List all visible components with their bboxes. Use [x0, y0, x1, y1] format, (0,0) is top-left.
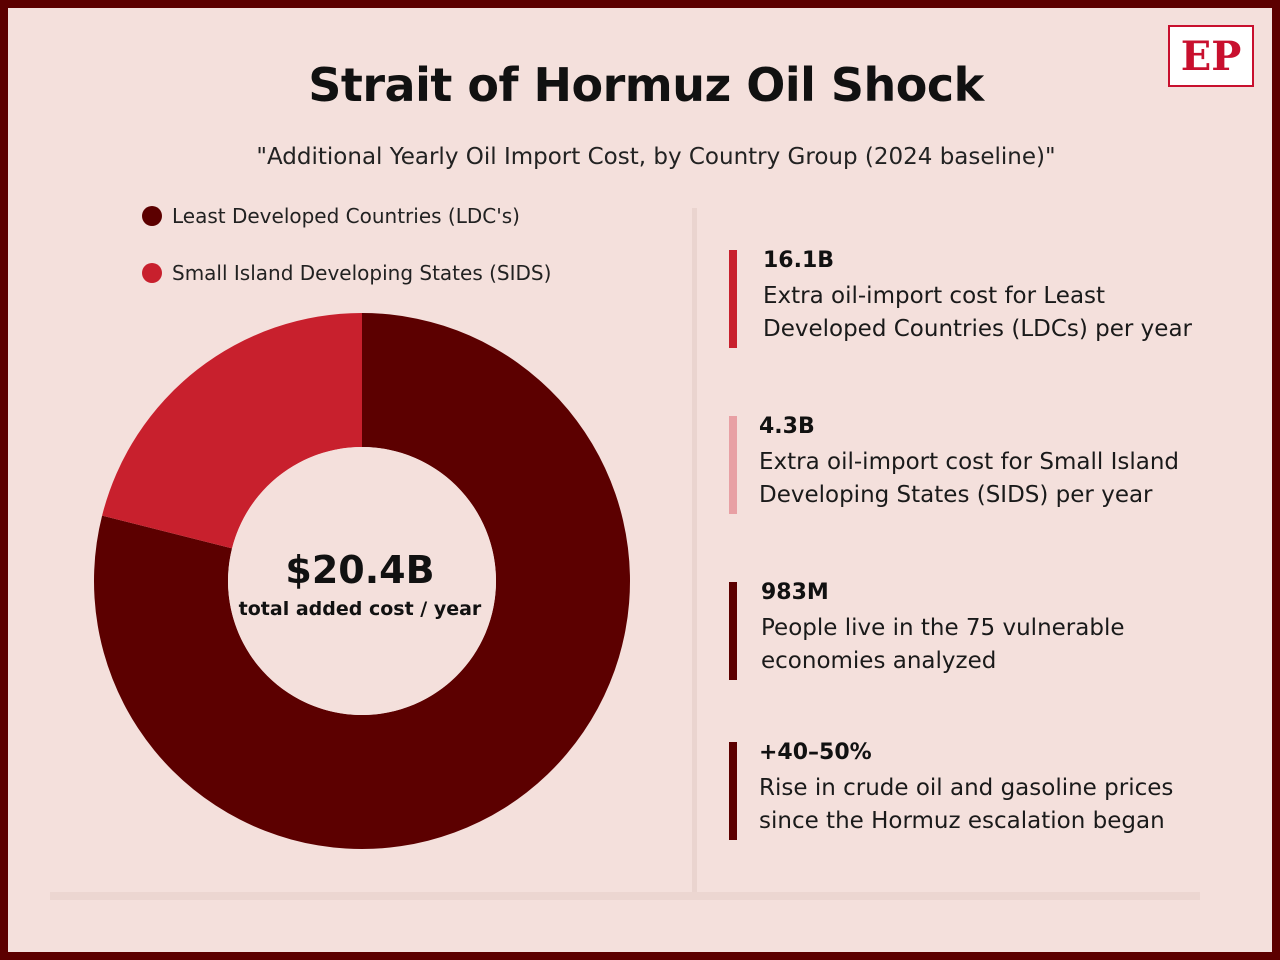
stat-desc-population: People live in the 75 vulnerable economi…	[761, 615, 1125, 674]
stat-bar-ldc	[729, 250, 737, 348]
stat-desc-sids: Extra oil-import cost for Small Island D…	[759, 449, 1180, 508]
bottom-divider	[50, 892, 1200, 900]
ep-logo: EP	[1168, 25, 1254, 87]
donut-hole	[228, 447, 496, 715]
donut-slice-sids	[102, 313, 362, 549]
legend-dot-sids	[142, 263, 162, 283]
donut-slice-ldc	[94, 313, 630, 849]
legend-label-sids: Small Island Developing States (SIDS)	[172, 261, 552, 285]
stat-value-price-rise: +40–50%	[759, 740, 872, 765]
page-title: Strait of Hormuz Oil Shock	[308, 58, 984, 112]
legend-dot-ldc	[142, 206, 162, 226]
stat-desc-ldc: Extra oil-import cost for Least Develope…	[763, 283, 1192, 342]
stat-bar-sids	[729, 416, 737, 514]
stat-value-sids: 4.3B	[759, 414, 815, 439]
infographic-frame: Strait of Hormuz Oil Shock "Additional Y…	[8, 8, 1272, 952]
vertical-divider	[692, 208, 697, 892]
legend-item-ldc: Least Developed Countries (LDC's)	[142, 204, 520, 228]
legend-label-ldc: Least Developed Countries (LDC's)	[172, 204, 520, 228]
stat-value-ldc: 16.1B	[763, 248, 835, 273]
stat-bar-population	[729, 582, 737, 680]
stat-desc-price-rise: Rise in crude oil and gasoline prices si…	[759, 775, 1174, 834]
page-subtitle: "Additional Yearly Oil Import Cost, by C…	[256, 144, 1056, 170]
stat-value-population: 983M	[761, 580, 829, 605]
legend-item-sids: Small Island Developing States (SIDS)	[142, 261, 551, 285]
stat-bar-price-rise	[729, 742, 737, 840]
donut-chart	[94, 313, 630, 849]
donut-center-value: $20.4B	[285, 548, 435, 592]
donut-center-label: total added cost / year	[238, 598, 482, 620]
